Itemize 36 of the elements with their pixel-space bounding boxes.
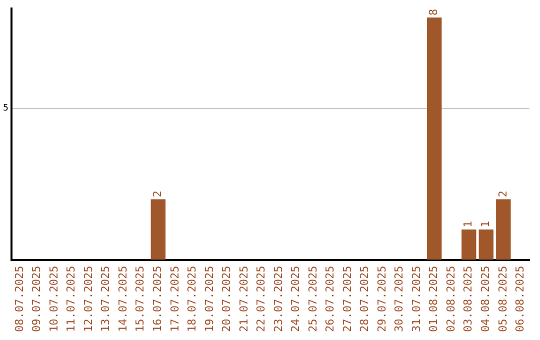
x-tick-label: 22.07.2025 (254, 266, 268, 332)
x-tick-label: 23.07.2025 (272, 266, 285, 332)
x-tick-label: 28.07.2025 (358, 266, 372, 332)
x-tick-label: 01.08.2025 (427, 266, 440, 332)
x-tick-label: 15.07.2025 (134, 266, 147, 332)
x-tick-label: 24.07.2025 (289, 266, 302, 332)
x-tick-label: 29.07.2025 (375, 266, 388, 332)
data-label: 8 (427, 8, 440, 16)
x-tick-label: 12.07.2025 (82, 266, 95, 332)
x-tick-label: 27.07.2025 (340, 266, 354, 332)
x-tick-label: 30.07.2025 (392, 266, 406, 332)
x-tick-label: 17.07.2025 (168, 266, 182, 332)
data-label: 2 (151, 190, 164, 198)
x-tick-label: 21.07.2025 (237, 266, 250, 332)
data-label: 1 (462, 220, 475, 228)
x-tick-label: 11.07.2025 (64, 266, 78, 332)
x-tick-label: 20.07.2025 (220, 266, 234, 332)
x-tick-label: 26.07.2025 (324, 266, 337, 332)
data-label: 2 (496, 190, 510, 198)
x-tick-label: 10.07.2025 (47, 266, 60, 332)
x-tick-label: 06.08.2025 (514, 266, 527, 332)
x-tick-label: 02.08.2025 (444, 266, 458, 332)
x-tick-label: 18.07.2025 (186, 266, 199, 332)
x-tick-label: 05.08.2025 (496, 266, 510, 332)
x-tick-label: 08.07.2025 (12, 266, 26, 332)
x-tick-label: 03.08.2025 (462, 266, 475, 332)
x-tick-label: 09.07.2025 (30, 266, 44, 332)
y-tick-label: 5 (2, 104, 8, 114)
data-label: 1 (479, 220, 492, 228)
x-tick-label: 25.07.2025 (306, 266, 320, 332)
x-tick-label: 31.07.2025 (410, 266, 423, 332)
x-tick-label: 13.07.2025 (99, 266, 112, 332)
x-tick-label: 16.07.2025 (151, 266, 164, 332)
x-tick-label: 04.08.2025 (479, 266, 492, 332)
x-tick-label: 19.07.2025 (202, 266, 216, 332)
x-tick-label: 14.07.2025 (116, 266, 130, 332)
